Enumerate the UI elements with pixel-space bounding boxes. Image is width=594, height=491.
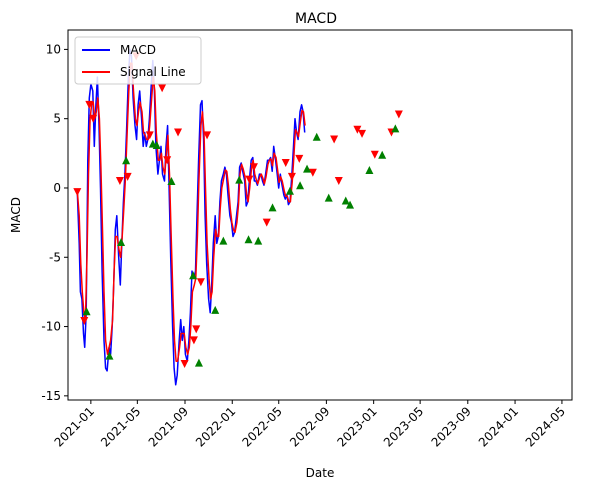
sell-marker — [196, 278, 205, 287]
sell-marker — [203, 131, 212, 140]
sell-marker — [330, 135, 339, 144]
buy-marker — [189, 271, 198, 280]
buy-marker — [211, 305, 220, 314]
buy-marker — [268, 203, 277, 212]
series-layer — [76, 48, 306, 386]
sell-marker — [249, 163, 258, 172]
legend: MACD Signal Line — [74, 36, 202, 85]
buy-marker — [235, 175, 244, 184]
plot-area — [68, 30, 572, 400]
sell-marker — [85, 100, 94, 109]
sell-marker — [180, 359, 189, 368]
sell-marker — [145, 131, 154, 140]
buy-marker — [378, 150, 387, 159]
buy-marker — [312, 132, 321, 141]
sell-marker — [80, 317, 89, 326]
buy-marker — [324, 193, 333, 202]
buy-marker — [285, 186, 294, 195]
y-axis: 10 5 0 -5 -10 -15 — [41, 42, 68, 403]
buy-marker — [391, 124, 400, 133]
sell-marker — [353, 125, 362, 134]
buy-marker — [365, 165, 374, 174]
buy-marker — [219, 236, 228, 245]
sell-marker — [358, 129, 367, 138]
x-axis-label: Date — [306, 466, 335, 480]
sell-marker — [394, 110, 403, 119]
y-axis-label: MACD — [9, 197, 23, 233]
buy-marker — [82, 307, 91, 316]
y-tick-label: 0 — [53, 181, 61, 195]
y-tick-label: 10 — [46, 42, 61, 56]
sell-marker — [158, 84, 167, 93]
marker-layer — [73, 52, 403, 368]
legend-label-signal: Signal Line — [120, 65, 186, 79]
buy-marker — [303, 164, 312, 173]
buy-marker — [346, 200, 355, 209]
sell-marker — [262, 218, 271, 227]
sell-marker — [370, 150, 379, 159]
sell-marker — [123, 172, 132, 181]
legend-label-macd: MACD — [120, 43, 156, 57]
y-tick-label: 5 — [53, 112, 61, 126]
buy-marker — [122, 156, 131, 165]
sell-marker — [174, 128, 183, 137]
buy-marker — [105, 351, 114, 360]
buy-marker — [194, 358, 203, 367]
y-tick-label: -5 — [49, 250, 61, 264]
sell-marker — [89, 114, 98, 123]
buy-marker — [117, 238, 126, 247]
chart-title: MACD — [295, 11, 337, 27]
buy-marker — [244, 235, 253, 244]
plot-frame — [67, 29, 573, 401]
sell-marker — [245, 175, 254, 184]
buy-marker — [296, 181, 305, 190]
sell-marker — [308, 168, 317, 177]
y-tick-label: -15 — [41, 389, 61, 403]
buy-marker — [254, 236, 263, 245]
sell-marker — [334, 177, 343, 186]
sell-marker — [192, 325, 201, 334]
signal-line — [76, 62, 306, 362]
y-tick-label: -10 — [41, 320, 61, 334]
sell-marker — [295, 154, 304, 163]
sell-marker — [189, 336, 198, 345]
buy-marker — [167, 177, 176, 186]
sell-marker — [115, 177, 124, 186]
buy-marker — [152, 141, 161, 150]
sell-marker — [287, 172, 296, 181]
sell-marker — [281, 159, 290, 168]
sell-marker — [163, 156, 172, 165]
sell-marker — [73, 188, 82, 197]
buy-marker — [341, 196, 350, 205]
